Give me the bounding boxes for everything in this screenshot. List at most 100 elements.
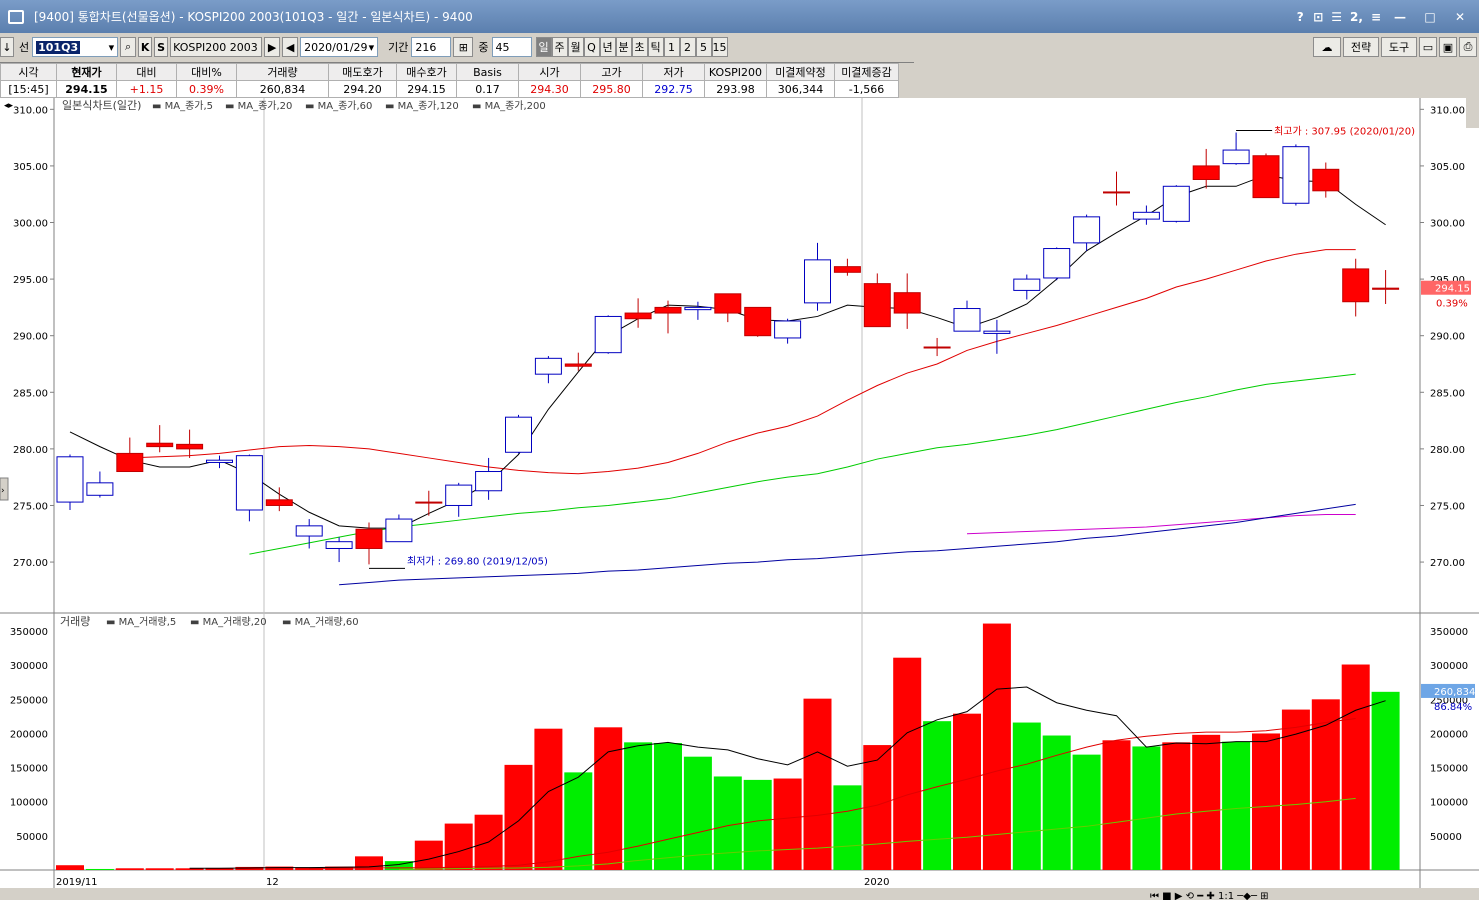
candle[interactable] [1192, 148, 1220, 189]
candle[interactable] [1073, 214, 1101, 251]
candle[interactable] [953, 300, 981, 332]
down-arrow-button[interactable]: ↓ [0, 37, 14, 57]
list-icon[interactable]: ☰ [1331, 9, 1343, 24]
close-button[interactable]: ✕ [1454, 9, 1466, 24]
volume-bar[interactable] [982, 623, 1011, 870]
volume-bar[interactable] [444, 823, 473, 870]
period-button-2[interactable]: 월 [567, 37, 584, 57]
volume-bar[interactable] [414, 840, 443, 870]
prev-icon[interactable]: ◀ [282, 37, 299, 57]
candle[interactable] [774, 318, 802, 344]
volume-bar[interactable] [683, 756, 712, 870]
candle[interactable] [116, 437, 144, 473]
s-button[interactable]: S [154, 37, 169, 57]
candle[interactable] [1162, 185, 1190, 223]
candle[interactable] [534, 356, 562, 384]
candle[interactable] [475, 457, 503, 500]
candle[interactable] [684, 301, 712, 320]
candle[interactable] [445, 482, 473, 517]
grid-icon[interactable]: ⊞ [453, 37, 474, 57]
period-button-11[interactable]: 15 [711, 37, 728, 57]
volume-bar[interactable] [1162, 742, 1191, 870]
candle[interactable] [146, 425, 174, 453]
volume-bar[interactable] [923, 721, 952, 870]
period-button-8[interactable]: 1 [663, 37, 680, 57]
candle[interactable] [1282, 144, 1310, 206]
chevron-down-icon[interactable]: ▾ [108, 40, 115, 54]
candle[interactable] [983, 319, 1011, 354]
candle[interactable] [355, 522, 383, 565]
volume-bar[interactable] [1192, 734, 1221, 870]
candle[interactable] [893, 273, 921, 329]
strategy-button[interactable]: 전략 [1343, 37, 1379, 57]
maximize-button[interactable]: □ [1424, 9, 1436, 24]
left-collapse-handle[interactable] [0, 477, 9, 501]
volume-bar[interactable] [624, 742, 653, 870]
period-button-1[interactable]: 주 [551, 37, 568, 57]
folder-icon[interactable]: ▭ [1419, 37, 1437, 57]
candle[interactable] [1252, 153, 1280, 199]
period-button-3[interactable]: Q [583, 37, 600, 57]
period-button-10[interactable]: 5 [695, 37, 712, 57]
candle[interactable] [654, 300, 682, 334]
volume-bar[interactable] [773, 778, 802, 870]
date-input[interactable]: 2020/01/29 ▾ [300, 37, 379, 57]
candle[interactable] [564, 352, 592, 371]
code-input[interactable]: 101Q3 ▾ [32, 37, 119, 57]
candle[interactable] [594, 315, 622, 354]
bottom-scrollbar[interactable] [0, 888, 1479, 900]
period-button-4[interactable]: 년 [599, 37, 616, 57]
help-icon[interactable]: ? [1296, 9, 1304, 24]
volume-bar[interactable] [1371, 691, 1400, 870]
candle[interactable] [415, 490, 443, 516]
volume-bar[interactable] [145, 868, 174, 870]
candle[interactable] [833, 258, 861, 276]
candle[interactable] [863, 273, 891, 328]
volume-bar[interactable] [654, 743, 682, 870]
volume-bar[interactable] [265, 866, 294, 870]
scroll-controls[interactable]: ⏮ ■ ▶ ⟲ ━ ✚ 1:1 ─◆─ ⊞ [1150, 891, 1269, 900]
minimize-button[interactable]: — [1394, 9, 1406, 24]
calendar-dropdown-icon[interactable]: ▾ [368, 40, 375, 54]
left-collapse-icon[interactable]: › [1, 486, 5, 496]
print-icon[interactable]: ⎙ [1459, 37, 1477, 57]
volume-bar[interactable] [1252, 733, 1280, 870]
save-icon[interactable]: ▣ [1439, 37, 1457, 57]
volume-bar[interactable] [1222, 741, 1251, 870]
candle[interactable] [1043, 247, 1071, 281]
search-icon[interactable]: ⌕ [120, 37, 137, 57]
volume-bar[interactable] [1132, 746, 1161, 870]
volume-bar[interactable] [504, 764, 533, 870]
candle[interactable] [1312, 162, 1340, 198]
candle[interactable] [1013, 274, 1041, 300]
volume-bar[interactable] [235, 866, 264, 870]
candle[interactable] [1132, 205, 1160, 225]
k-button[interactable]: K [138, 37, 153, 57]
candle[interactable] [86, 471, 114, 498]
period-button-0[interactable]: 일 [535, 37, 552, 57]
right-scroll-handle[interactable] [1466, 98, 1479, 128]
volume-bar[interactable] [205, 867, 234, 870]
chart-area[interactable]: › 270.00 270.00 275.00 275.00 280.00 280.00 28… [0, 98, 1479, 900]
period-button-9[interactable]: 2 [679, 37, 696, 57]
volume-bar[interactable] [1072, 754, 1101, 870]
candle[interactable] [385, 514, 413, 543]
tools-button[interactable]: 도구 [1381, 37, 1417, 57]
cloud-icon[interactable]: ☁ [1313, 37, 1341, 57]
candle[interactable] [295, 519, 323, 549]
candle[interactable] [505, 414, 532, 454]
candle[interactable] [714, 293, 742, 323]
next-icon[interactable]: ▶ [264, 37, 281, 57]
candle[interactable] [804, 242, 831, 311]
volume-bar[interactable] [713, 776, 742, 870]
volume-bar[interactable] [803, 698, 832, 870]
volume-bar[interactable] [833, 785, 862, 870]
candle[interactable] [624, 298, 652, 328]
volume-bar[interactable] [893, 657, 922, 870]
volume-bar[interactable] [85, 868, 114, 870]
volume-bar[interactable] [1012, 722, 1041, 870]
volume-bar[interactable] [594, 727, 623, 870]
volume-bar[interactable] [115, 868, 144, 870]
period-input[interactable]: 216 [411, 37, 452, 57]
candle[interactable] [744, 306, 772, 337]
